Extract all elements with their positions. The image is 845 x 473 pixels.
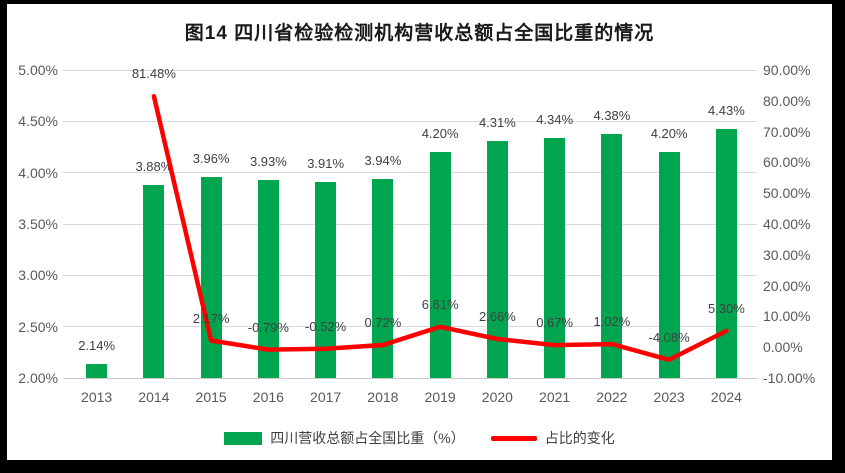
legend-label-line-series: 占比的变化 — [544, 430, 615, 446]
x-axis-label-2021: 2021 — [539, 389, 571, 405]
bar-data-label-2023: 4.20% — [650, 126, 688, 142]
bar-2017 — [315, 181, 337, 378]
legend-item-line-series: 占比的变化 — [490, 428, 615, 448]
line-data-label-2015: 2.17% — [192, 310, 230, 326]
bar-2020 — [486, 140, 508, 378]
bar-2013 — [86, 363, 108, 378]
left-axis-tick-label: 3.00% — [18, 267, 58, 284]
left-axis-tick-label: 4.50% — [18, 113, 58, 130]
x-axis-label-2023: 2023 — [653, 389, 685, 405]
right-axis-tick-label: 10.00% — [763, 308, 811, 325]
line-data-label-2016: -0.79% — [247, 319, 289, 335]
right-axis-tick-label: 30.00% — [763, 246, 811, 263]
x-axis-label-2019: 2019 — [424, 389, 456, 405]
x-axis-line — [63, 377, 757, 379]
right-axis-tick-label: 90.00% — [763, 62, 811, 78]
line-data-label-2018: 0.72% — [364, 314, 402, 330]
bar-data-label-2013: 2.14% — [78, 337, 116, 353]
bar-2022 — [601, 133, 623, 378]
line-data-label-2020: 2.66% — [478, 309, 516, 324]
bar-2015 — [200, 176, 222, 378]
line-data-label-2024: 5.30% — [707, 300, 745, 316]
bar-2019 — [429, 152, 451, 378]
bar-2024 — [715, 128, 737, 378]
x-axis-label-2024: 2024 — [710, 389, 742, 405]
right-axis-tick-label: 20.00% — [763, 277, 811, 294]
line-data-label-2022: 1.02% — [593, 314, 631, 330]
line-data-label-2017: -0.52% — [305, 318, 347, 334]
gridline — [63, 120, 757, 122]
bar-2018 — [372, 178, 394, 378]
right-axis-tick-label: 70.00% — [763, 123, 811, 140]
left-axis-tick-label: 5.00% — [18, 62, 58, 78]
bar-data-label-2018: 3.94% — [364, 152, 402, 168]
bar-2016 — [257, 179, 279, 378]
x-axis-label-2013: 2013 — [81, 389, 113, 405]
x-axis-label-2016: 2016 — [252, 389, 284, 405]
gridline — [63, 274, 757, 276]
x-axis-label-2020: 2020 — [481, 389, 513, 405]
bar-2014 — [143, 184, 165, 378]
right-axis-tick-label: 80.00% — [763, 92, 811, 109]
bar-data-label-2022: 4.38% — [593, 107, 631, 123]
line-data-label-2023: -4.08% — [648, 329, 690, 345]
x-axis-label-2017: 2017 — [310, 389, 342, 405]
gridline — [63, 223, 757, 225]
line-series-swatch — [490, 435, 537, 441]
right-axis-tick-label: 50.00% — [763, 185, 811, 202]
x-axis-label-2014: 2014 — [138, 389, 170, 405]
x-axis-label-2022: 2022 — [596, 389, 628, 405]
bar-series-swatch — [224, 431, 263, 445]
right-axis-tick-label: -10.00% — [763, 370, 816, 386]
legend-label-bar-series: 四川营收总额占全国比重（%） — [270, 430, 465, 446]
bar-2021 — [544, 137, 566, 378]
gridline — [63, 69, 757, 71]
left-axis-tick-label: 2.00% — [18, 370, 58, 386]
x-axis-label-2018: 2018 — [367, 389, 399, 405]
line-data-label-2019: 6.61% — [421, 296, 459, 312]
legend-item-bar-series: 四川营收总额占全国比重（%） — [224, 428, 465, 448]
x-axis-label-2015: 2015 — [195, 389, 227, 405]
bar-data-label-2024: 4.43% — [707, 102, 745, 118]
right-axis-tick-label: 0.00% — [763, 339, 803, 356]
right-axis-tick-label: 60.00% — [763, 154, 811, 171]
left-axis-tick-label: 3.50% — [18, 216, 58, 232]
left-axis-tick-label: 2.50% — [18, 318, 58, 335]
line-data-label-2014: 81.48% — [131, 66, 176, 82]
line-data-label-2021: 0.67% — [536, 315, 574, 331]
left-axis-tick-label: 4.00% — [18, 164, 58, 181]
legend: 四川营收总额占全国比重（%） 占比的变化 — [7, 428, 832, 448]
right-axis-tick-label: 40.00% — [763, 216, 811, 232]
chart-title: 图14 四川省检验检测机构营收总额占全国比重的情况 — [184, 23, 655, 44]
